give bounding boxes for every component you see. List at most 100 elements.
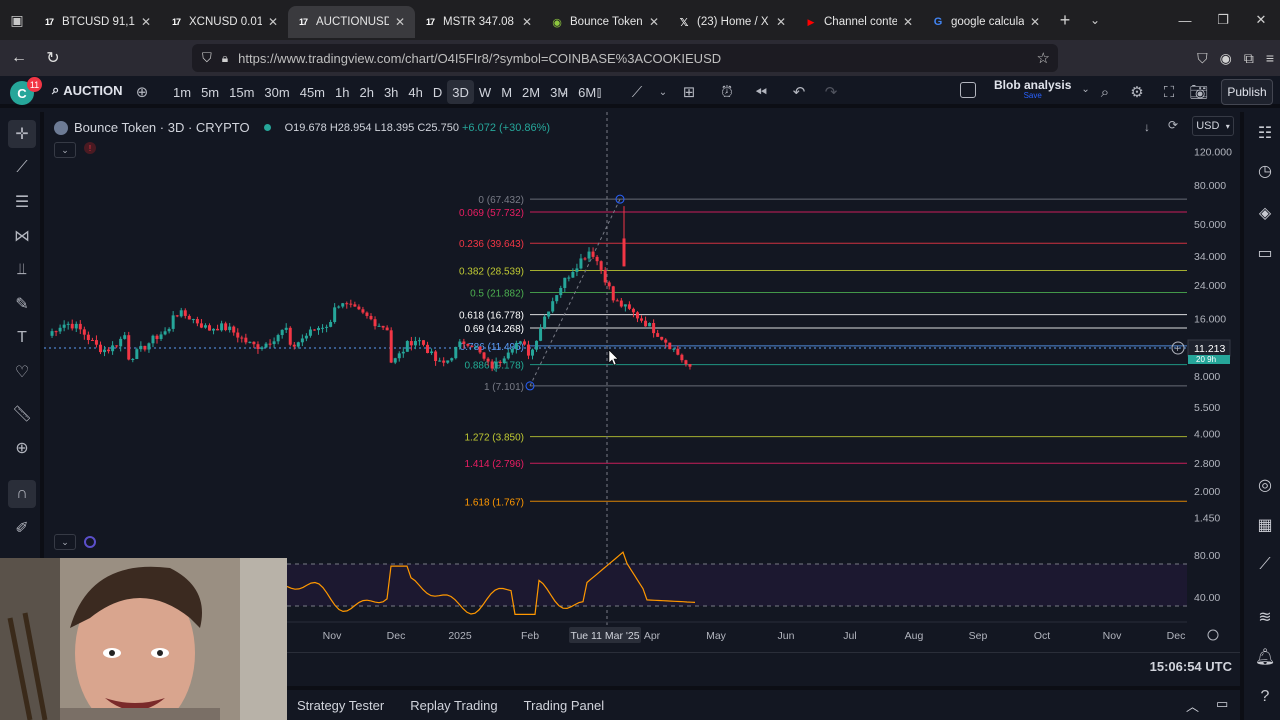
fib-retracement-icon[interactable]: ☰ xyxy=(14,194,30,211)
timeframe-2m[interactable]: 2M xyxy=(522,84,541,100)
tab-overflow-chevron-icon[interactable]: ⌄ xyxy=(1089,13,1101,27)
close-window-icon[interactable]: ✕ xyxy=(1255,12,1267,27)
ruler-icon[interactable]: 📏︎ xyxy=(11,406,33,423)
close-tab-icon[interactable]: ✕ xyxy=(141,15,152,29)
minimize-icon[interactable]: — xyxy=(1178,12,1192,28)
help-icon[interactable]: ? xyxy=(1260,688,1270,705)
add-alert-plus-icon[interactable] xyxy=(1171,341,1185,355)
shield-icon[interactable]: ⛉ xyxy=(202,50,212,65)
timeframe-3h[interactable]: 3h xyxy=(383,84,399,100)
back-arrow-icon[interactable]: ← xyxy=(11,49,27,66)
restore-icon[interactable]: ❐ xyxy=(1217,12,1229,27)
pocket-icon[interactable]: ⛉ xyxy=(1197,49,1208,66)
close-tab-icon[interactable]: ✕ xyxy=(649,15,660,29)
indicators-icon[interactable]: ⟋ xyxy=(631,83,643,101)
url-bar[interactable]: ⛉ 🔒︎ https://www.tradingview.com/chart/O… xyxy=(192,44,1058,72)
lock-drawings-icon[interactable]: ✐ xyxy=(15,520,29,537)
timeframe-15m[interactable]: 15m xyxy=(229,84,255,100)
browser-tab[interactable]: 17 BTCUSD 91,156.26 ▲ ✕ xyxy=(34,6,161,38)
timeframe-dropdown-chevron-icon[interactable]: ⌄ xyxy=(559,86,569,98)
alert-icon[interactable]: ⏰︎ xyxy=(721,83,733,101)
timeframe-2h[interactable]: 2h xyxy=(359,84,374,100)
text-tool-icon[interactable]: T xyxy=(17,329,27,346)
fullscreen-icon[interactable]: ⛶ xyxy=(1163,83,1175,101)
hotlist-icon[interactable]: ◎ xyxy=(1258,477,1272,494)
panel-maximize-icon[interactable]: ▭ xyxy=(1216,696,1229,711)
chat-icon[interactable]: ▭ xyxy=(1257,245,1273,262)
timeframe-3m[interactable]: 3M xyxy=(550,84,569,100)
quick-search-icon[interactable]: ⌕ xyxy=(1100,83,1110,101)
redo-icon[interactable]: ↷ xyxy=(824,84,838,101)
timeframe-w[interactable]: W xyxy=(478,84,492,100)
reload-icon[interactable]: ↻ xyxy=(46,50,60,67)
notifications-bell-icon[interactable]: 🔔︎ xyxy=(1254,649,1276,666)
streams-icon[interactable]: ≋ xyxy=(1258,609,1272,626)
extensions-icon[interactable]: ⧉ xyxy=(1243,49,1254,66)
layout-chevron-icon[interactable]: ⌄ xyxy=(1081,84,1090,95)
timeframe-d[interactable]: D xyxy=(432,84,443,100)
fib-anchor-point[interactable] xyxy=(525,381,535,391)
magnet-icon[interactable]: ∩ xyxy=(8,480,36,508)
bookmark-star-icon[interactable]: ☆ xyxy=(1036,50,1050,67)
calendar-icon[interactable]: ▦ xyxy=(1257,517,1273,534)
account-icon[interactable]: ◉ xyxy=(1219,49,1232,66)
browser-tab[interactable]: 𝕏 (23) Home / X ✕ xyxy=(669,6,796,38)
compare-add-icon[interactable]: ⊕ xyxy=(135,84,149,101)
symbol-search[interactable]: ⌕ AUCTION xyxy=(52,82,123,98)
close-tab-icon[interactable]: ✕ xyxy=(522,15,533,29)
close-tab-icon[interactable]: ✕ xyxy=(268,15,279,29)
close-tab-icon[interactable]: ✕ xyxy=(903,15,914,29)
crosshair-icon[interactable]: ✛ xyxy=(8,120,36,148)
indicators-chevron-icon[interactable]: ⌄ xyxy=(658,86,668,98)
trend-line-icon[interactable]: ⟋ xyxy=(16,159,28,176)
ideas-icon[interactable]: ⟋ xyxy=(1259,556,1271,573)
bottom-tab-strategy-tester[interactable]: Strategy Tester xyxy=(297,697,385,713)
timeframe-3d[interactable]: 3D xyxy=(447,80,474,104)
browser-tab[interactable]: 17 XCNUSD 0.01774 ▲ ✕ xyxy=(161,6,288,38)
timeframe-30m[interactable]: 30m xyxy=(264,84,290,100)
clock[interactable]: 15:06:54 UTC xyxy=(1149,659,1232,674)
browser-tab[interactable]: ◉ Bounce Token pric ✕ xyxy=(542,6,669,38)
bottom-tab-replay-trading[interactable]: Replay Trading xyxy=(410,697,498,713)
legend-collapse-chevron-icon[interactable]: ⌄ xyxy=(54,142,76,158)
candle-style-icon[interactable]: ⫾ xyxy=(596,83,602,101)
symbol-title[interactable]: Bounce Token · 3D · CRYPTO xyxy=(74,120,250,135)
browser-tab[interactable]: ▶ Channel content ✕ xyxy=(796,6,923,38)
timeframe-m[interactable]: M xyxy=(501,84,513,100)
chart-pane[interactable]: 120.000 80.000 50.000 34.000 24.000 16.000 8.0… xyxy=(44,112,1240,652)
new-tab-button[interactable]: + xyxy=(1059,9,1071,30)
menu-icon[interactable]: ≡ xyxy=(1265,50,1274,66)
publish-button[interactable]: Publish xyxy=(1221,79,1273,105)
alerts-clock-icon[interactable]: ◷ xyxy=(1258,163,1272,180)
undo-icon[interactable]: ↶ xyxy=(792,84,806,101)
brush-icon[interactable]: ✎ xyxy=(15,296,29,313)
timeframe-1h[interactable]: 1h xyxy=(335,84,350,100)
layout-grid-icon[interactable]: ⊞ xyxy=(682,84,696,101)
bottom-tab-trading-panel[interactable]: Trading Panel xyxy=(523,697,605,713)
timeframe-4h[interactable]: 4h xyxy=(408,84,423,100)
close-tab-icon[interactable]: ✕ xyxy=(395,15,406,29)
close-tab-icon[interactable]: ✕ xyxy=(776,15,787,29)
heart-icon[interactable]: ♡ xyxy=(14,364,30,381)
object-tree-icon[interactable]: ◈ xyxy=(1258,205,1272,222)
watchlist-icon[interactable]: ☷ xyxy=(1257,125,1273,142)
timeframe-45m[interactable]: 45m xyxy=(299,84,326,100)
lock-icon[interactable]: 🔒︎ xyxy=(221,50,229,65)
snapshot-camera-icon[interactable]: 📷︎ xyxy=(1189,84,1209,101)
tab-list-menu-icon[interactable]: ▣ xyxy=(10,11,24,28)
browser-tab[interactable]: 17 AUCTIONUSD 11.2 ✕ xyxy=(288,6,415,38)
fib-anchor-point[interactable] xyxy=(615,194,625,204)
timeframe-1m[interactable]: 1m xyxy=(173,84,192,100)
currency-select[interactable]: USD ▾ xyxy=(1192,116,1234,136)
time-axis-settings-icon[interactable] xyxy=(1207,629,1219,641)
settings-gear-icon[interactable]: ⚙ xyxy=(1130,84,1144,101)
layout-checkbox-icon[interactable] xyxy=(960,81,976,98)
download-icon[interactable]: ↓ xyxy=(1144,120,1150,134)
warning-icon[interactable]: ! xyxy=(84,142,96,154)
pattern-icon[interactable]: ⋈ xyxy=(14,228,30,245)
chart-canvas[interactable]: 120.000 80.000 50.000 34.000 24.000 16.000 8.0… xyxy=(44,112,1240,652)
panel-collapse-chevron-icon[interactable]: ︿ xyxy=(1186,699,1200,714)
refresh-icon[interactable]: ⟳ xyxy=(1168,118,1179,132)
layout-save-label[interactable]: Save xyxy=(1023,91,1042,100)
